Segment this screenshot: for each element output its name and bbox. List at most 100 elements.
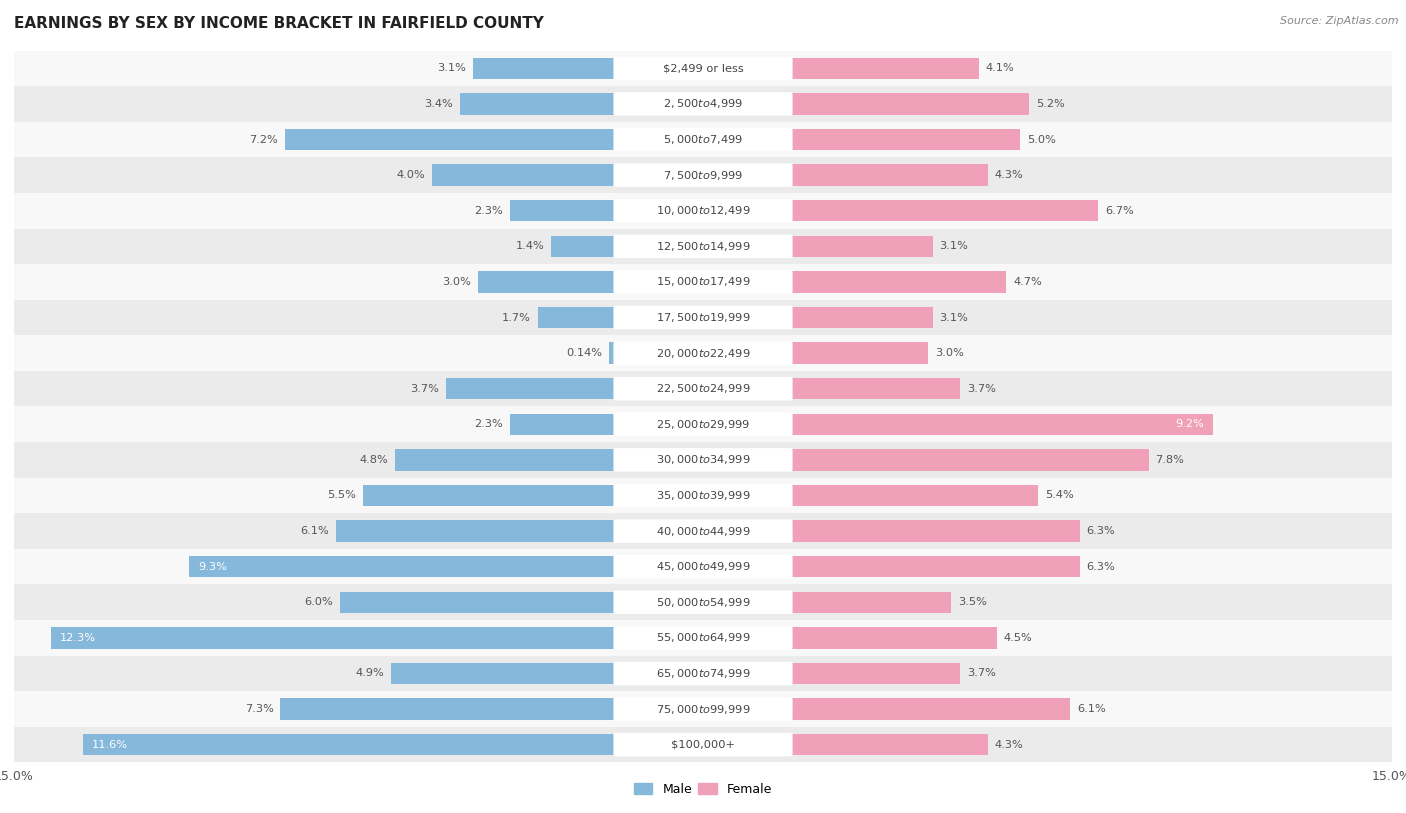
Bar [14, 122, 1392, 158]
Bar [790, 307, 932, 328]
FancyBboxPatch shape [613, 412, 793, 436]
Bar [790, 200, 1098, 221]
Text: 3.7%: 3.7% [967, 384, 995, 393]
Bar [285, 129, 616, 150]
Bar [790, 129, 1019, 150]
Text: 9.2%: 9.2% [1175, 420, 1204, 429]
Bar [790, 378, 960, 399]
Bar [790, 734, 988, 755]
Text: $2,500 to $4,999: $2,500 to $4,999 [664, 98, 742, 111]
Text: $30,000 to $34,999: $30,000 to $34,999 [655, 454, 751, 467]
Text: $35,000 to $39,999: $35,000 to $39,999 [655, 489, 751, 502]
Bar [14, 442, 1392, 478]
Bar [14, 549, 1392, 585]
Bar [363, 485, 616, 506]
FancyBboxPatch shape [613, 270, 793, 293]
Text: $2,499 or less: $2,499 or less [662, 63, 744, 73]
Text: 9.3%: 9.3% [198, 562, 226, 572]
FancyBboxPatch shape [613, 448, 793, 472]
Text: 3.4%: 3.4% [425, 99, 453, 109]
Bar [432, 164, 616, 186]
FancyBboxPatch shape [613, 235, 793, 258]
Text: 6.1%: 6.1% [299, 526, 329, 536]
Text: 2.3%: 2.3% [474, 206, 503, 215]
Bar [395, 450, 616, 471]
Text: 3.0%: 3.0% [935, 348, 965, 358]
Bar [280, 698, 616, 720]
Text: 4.1%: 4.1% [986, 63, 1014, 73]
Bar [14, 228, 1392, 264]
Text: 5.2%: 5.2% [1036, 99, 1064, 109]
Text: 3.7%: 3.7% [411, 384, 439, 393]
Text: $7,500 to $9,999: $7,500 to $9,999 [664, 168, 742, 181]
Text: 4.0%: 4.0% [396, 170, 425, 180]
Bar [790, 93, 1029, 115]
Bar [790, 450, 1149, 471]
Text: 3.5%: 3.5% [957, 598, 987, 607]
FancyBboxPatch shape [613, 626, 793, 650]
Bar [790, 485, 1038, 506]
Text: $15,000 to $17,499: $15,000 to $17,499 [655, 276, 751, 289]
FancyBboxPatch shape [613, 128, 793, 151]
FancyBboxPatch shape [613, 590, 793, 614]
Bar [336, 520, 616, 541]
Bar [474, 58, 616, 79]
Text: $55,000 to $64,999: $55,000 to $64,999 [655, 632, 751, 645]
Bar [14, 86, 1392, 122]
Text: EARNINGS BY SEX BY INCOME BRACKET IN FAIRFIELD COUNTY: EARNINGS BY SEX BY INCOME BRACKET IN FAI… [14, 16, 544, 31]
Text: 0.14%: 0.14% [567, 348, 602, 358]
Text: $25,000 to $29,999: $25,000 to $29,999 [655, 418, 751, 431]
Bar [340, 592, 616, 613]
Text: 4.5%: 4.5% [1004, 633, 1032, 643]
Bar [537, 307, 616, 328]
FancyBboxPatch shape [613, 662, 793, 685]
Text: 6.1%: 6.1% [1077, 704, 1107, 714]
FancyBboxPatch shape [613, 199, 793, 223]
Bar [51, 627, 616, 649]
Bar [790, 414, 1213, 435]
Text: 7.2%: 7.2% [249, 134, 278, 145]
Bar [790, 272, 1007, 293]
Bar [790, 236, 932, 257]
Text: 3.1%: 3.1% [939, 241, 969, 251]
Text: 4.3%: 4.3% [994, 740, 1024, 750]
Text: 3.7%: 3.7% [967, 668, 995, 679]
Text: $75,000 to $99,999: $75,000 to $99,999 [655, 702, 751, 715]
Bar [14, 585, 1392, 620]
Text: $10,000 to $12,499: $10,000 to $12,499 [655, 204, 751, 217]
Bar [14, 406, 1392, 442]
Text: 1.4%: 1.4% [516, 241, 544, 251]
Bar [510, 414, 616, 435]
Text: 5.4%: 5.4% [1045, 490, 1074, 501]
Text: 3.1%: 3.1% [437, 63, 467, 73]
Bar [14, 158, 1392, 193]
Text: $40,000 to $44,999: $40,000 to $44,999 [655, 524, 751, 537]
Bar [14, 478, 1392, 513]
Bar [391, 663, 616, 684]
Text: $5,000 to $7,499: $5,000 to $7,499 [664, 133, 742, 146]
FancyBboxPatch shape [613, 341, 793, 365]
FancyBboxPatch shape [613, 484, 793, 507]
Text: $22,500 to $24,999: $22,500 to $24,999 [655, 382, 751, 395]
Text: 4.3%: 4.3% [994, 170, 1024, 180]
Bar [446, 378, 616, 399]
Text: 11.6%: 11.6% [93, 740, 128, 750]
Bar [14, 300, 1392, 335]
Text: 3.1%: 3.1% [939, 312, 969, 323]
Text: 1.7%: 1.7% [502, 312, 531, 323]
FancyBboxPatch shape [613, 92, 793, 115]
Text: 3.0%: 3.0% [441, 277, 471, 287]
Text: $45,000 to $49,999: $45,000 to $49,999 [655, 560, 751, 573]
Text: $12,500 to $14,999: $12,500 to $14,999 [655, 240, 751, 253]
FancyBboxPatch shape [613, 698, 793, 721]
Text: 4.7%: 4.7% [1012, 277, 1042, 287]
FancyBboxPatch shape [613, 57, 793, 80]
Bar [790, 592, 950, 613]
Bar [188, 556, 616, 577]
Bar [478, 272, 616, 293]
FancyBboxPatch shape [613, 555, 793, 578]
Text: 5.0%: 5.0% [1026, 134, 1056, 145]
Bar [14, 335, 1392, 371]
Text: 5.5%: 5.5% [328, 490, 356, 501]
Bar [460, 93, 616, 115]
